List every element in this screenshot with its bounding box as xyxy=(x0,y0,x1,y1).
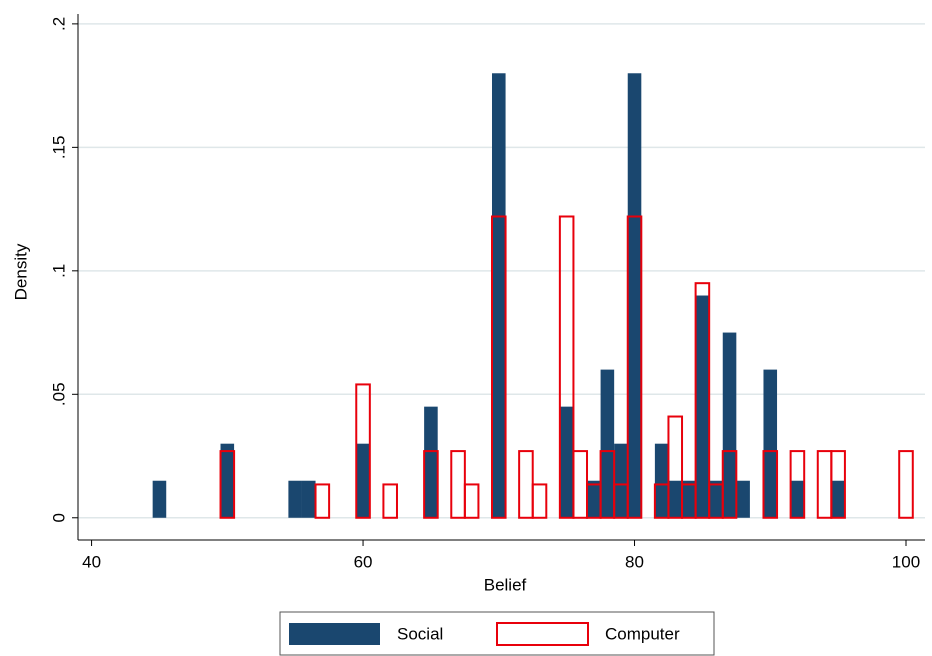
bar xyxy=(626,215,643,519)
legend-swatch xyxy=(289,623,380,645)
bar xyxy=(152,480,167,518)
legend-label: Computer xyxy=(605,624,680,643)
x-tick-label: 100 xyxy=(892,552,920,571)
bar xyxy=(789,450,806,519)
y-tick-label: 0 xyxy=(49,513,68,522)
x-tick-label: 40 xyxy=(82,552,101,571)
bar xyxy=(463,483,480,519)
bar xyxy=(491,73,506,518)
y-tick-label: .1 xyxy=(49,264,68,278)
bar xyxy=(736,480,750,518)
bar xyxy=(709,480,723,518)
y-axis-label: Density xyxy=(11,243,30,300)
bar xyxy=(558,215,575,519)
bar xyxy=(614,443,628,518)
bar xyxy=(382,483,398,519)
bar xyxy=(314,483,331,519)
bar xyxy=(668,480,683,518)
bar xyxy=(694,282,711,519)
bar xyxy=(898,450,914,519)
legend-swatch xyxy=(496,622,589,646)
y-tick-label: .2 xyxy=(49,17,68,31)
bar xyxy=(490,215,507,519)
bar xyxy=(288,480,302,518)
bar xyxy=(301,480,316,518)
bar xyxy=(722,332,737,518)
bar xyxy=(695,295,710,518)
bar xyxy=(721,450,738,519)
bar xyxy=(790,480,805,518)
bar xyxy=(531,483,548,519)
y-tick-label: .15 xyxy=(49,136,68,160)
bar xyxy=(559,406,574,518)
x-axis-label: Belief xyxy=(484,575,527,594)
x-tick-label: 60 xyxy=(354,552,373,571)
bar xyxy=(600,369,615,518)
bar xyxy=(830,450,846,519)
bar xyxy=(831,480,845,518)
bar xyxy=(627,73,642,518)
bar xyxy=(762,450,779,519)
bar xyxy=(667,415,684,519)
bar xyxy=(587,480,601,518)
bar xyxy=(355,383,371,519)
bar xyxy=(356,443,370,518)
y-tick-label: .05 xyxy=(49,382,68,406)
legend-label: Social xyxy=(397,624,443,643)
bar xyxy=(424,406,438,518)
bar xyxy=(682,480,696,518)
x-tick-label: 80 xyxy=(625,552,644,571)
bar xyxy=(654,443,669,518)
bar xyxy=(219,450,236,519)
bar xyxy=(220,443,235,518)
bar xyxy=(423,450,439,519)
bar xyxy=(763,369,778,518)
